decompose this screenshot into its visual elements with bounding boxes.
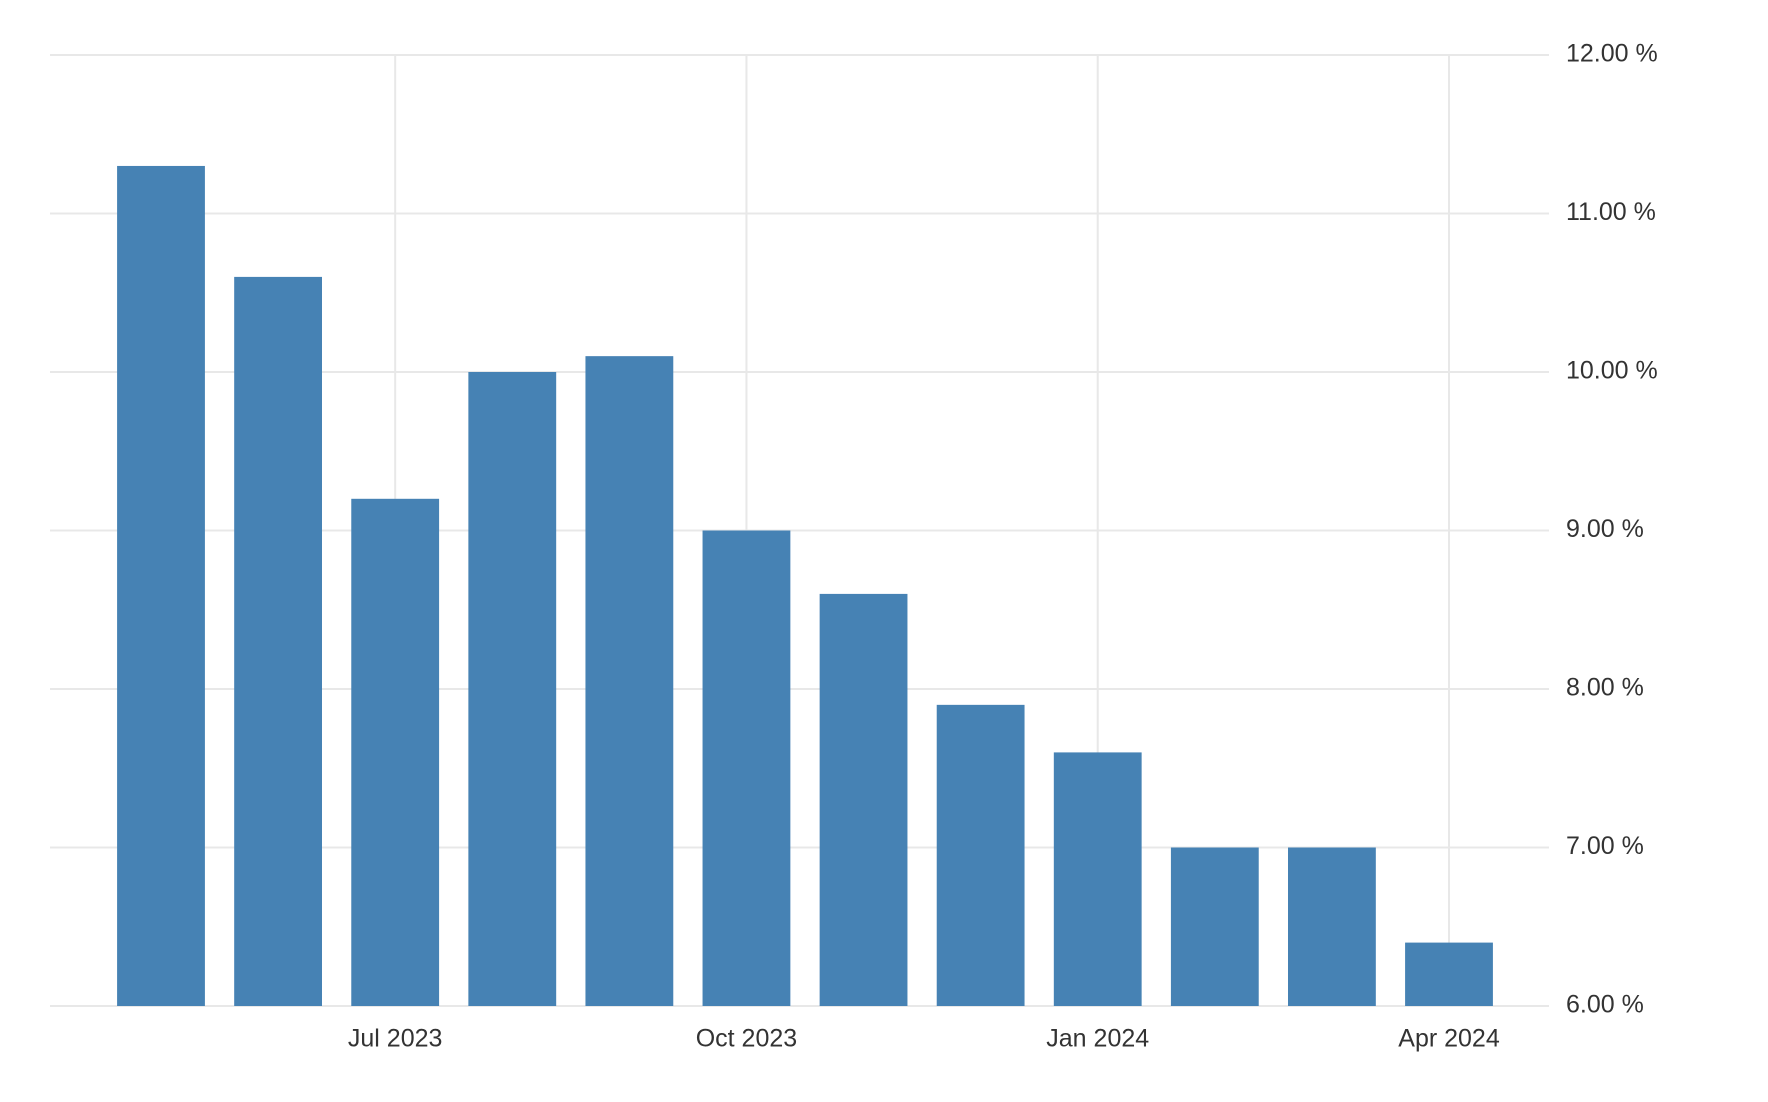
- bar: [1053, 752, 1142, 1006]
- bar: [117, 165, 205, 1006]
- bar: [468, 372, 557, 1006]
- y-tick-label: 8.00 %: [1566, 674, 1644, 702]
- bar: [819, 593, 908, 1006]
- y-tick-label: 9.00 %: [1566, 515, 1644, 543]
- x-tick-label: Apr 2024: [1398, 1025, 1500, 1053]
- bar: [936, 704, 1025, 1006]
- bar: [1405, 942, 1493, 1006]
- bar: [351, 498, 440, 1006]
- bar: [585, 356, 674, 1006]
- y-tick-label: 6.00 %: [1566, 991, 1644, 1019]
- bar: [234, 276, 322, 1006]
- bar: [702, 530, 791, 1006]
- x-tick-label: Jan 2024: [1046, 1025, 1149, 1053]
- x-tick-label: Jul 2023: [348, 1025, 443, 1053]
- y-tick-label: 7.00 %: [1566, 832, 1644, 860]
- x-tick-label: Oct 2023: [696, 1025, 797, 1053]
- bar: [1288, 847, 1376, 1006]
- y-tick-label: 12.00 %: [1566, 40, 1658, 68]
- y-tick-label: 10.00 %: [1566, 357, 1658, 385]
- y-tick-label: 11.00 %: [1566, 198, 1656, 226]
- bar: [1170, 847, 1259, 1006]
